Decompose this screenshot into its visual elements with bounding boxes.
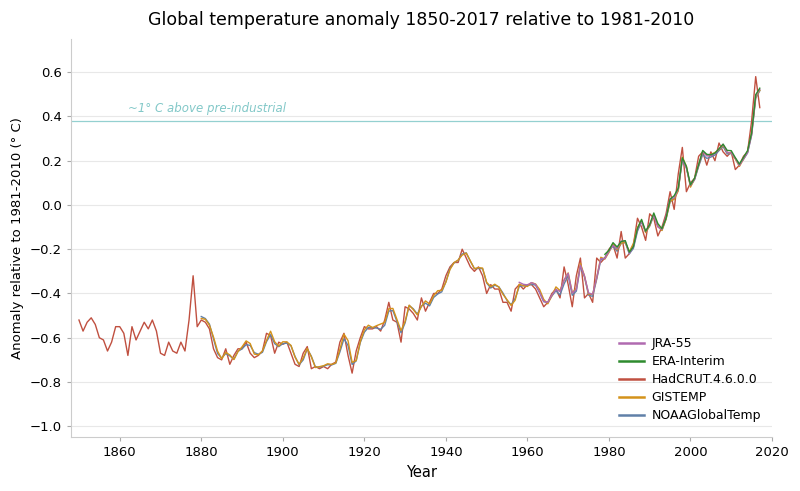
GISTEMP xyxy=(600,256,610,262)
ERA-Interim xyxy=(718,141,728,147)
Line: ERA-Interim: ERA-Interim xyxy=(605,88,760,254)
ERA-Interim xyxy=(722,147,732,153)
ERA-Interim xyxy=(649,210,658,216)
ERA-Interim xyxy=(698,147,707,153)
ERA-Interim xyxy=(625,249,634,255)
NOAAGlobalTemp xyxy=(747,132,757,138)
NOAAGlobalTemp xyxy=(674,187,683,192)
ERA-Interim xyxy=(657,226,666,232)
ERA-Interim xyxy=(641,228,650,234)
GISTEMP xyxy=(197,316,206,322)
JRA-55 xyxy=(596,256,606,262)
NOAAGlobalTemp xyxy=(197,314,206,320)
ERA-Interim xyxy=(682,164,691,169)
ERA-Interim xyxy=(600,251,610,257)
NOAAGlobalTemp xyxy=(421,300,430,306)
Line: JRA-55: JRA-55 xyxy=(519,89,760,302)
Title: Global temperature anomaly 1850-2017 relative to 1981-2010: Global temperature anomaly 1850-2017 rel… xyxy=(148,11,694,29)
ERA-Interim xyxy=(608,240,618,246)
GISTEMP xyxy=(310,365,320,371)
ERA-Interim xyxy=(621,238,630,244)
Y-axis label: Anomaly relative to 1981-2010 (° C): Anomaly relative to 1981-2010 (° C) xyxy=(11,117,24,359)
ERA-Interim xyxy=(710,150,720,156)
HadCRUT.4.6.0.0 xyxy=(621,255,630,261)
ERA-Interim xyxy=(702,151,711,157)
HadCRUT.4.6.0.0 xyxy=(74,317,84,323)
JRA-55 xyxy=(543,300,553,305)
ERA-Interim xyxy=(690,175,699,181)
JRA-55 xyxy=(755,86,765,92)
JRA-55 xyxy=(580,273,590,279)
GISTEMP xyxy=(421,298,430,304)
ERA-Interim xyxy=(674,185,683,191)
ERA-Interim xyxy=(666,196,675,202)
ERA-Interim xyxy=(742,148,752,154)
HadCRUT.4.6.0.0 xyxy=(466,264,475,270)
GISTEMP xyxy=(747,131,757,136)
Line: NOAAGlobalTemp: NOAAGlobalTemp xyxy=(202,91,760,367)
NOAAGlobalTemp xyxy=(518,283,528,289)
JRA-55 xyxy=(600,256,610,262)
HadCRUT.4.6.0.0 xyxy=(306,366,316,372)
ERA-Interim xyxy=(637,217,646,222)
ERA-Interim xyxy=(604,247,614,253)
ERA-Interim xyxy=(726,148,736,154)
ERA-Interim xyxy=(645,221,654,227)
GISTEMP xyxy=(518,283,528,289)
ERA-Interim xyxy=(755,85,765,91)
JRA-55 xyxy=(514,279,524,285)
HadCRUT.4.6.0.0 xyxy=(270,350,279,356)
ERA-Interim xyxy=(747,130,757,136)
NOAAGlobalTemp xyxy=(314,364,324,370)
GISTEMP xyxy=(755,87,765,93)
Text: ~1° C above pre-industrial: ~1° C above pre-industrial xyxy=(128,102,286,115)
ERA-Interim xyxy=(670,193,679,199)
ERA-Interim xyxy=(629,244,638,249)
ERA-Interim xyxy=(678,155,687,161)
ERA-Interim xyxy=(734,161,744,167)
ERA-Interim xyxy=(706,152,716,158)
ERA-Interim xyxy=(738,155,748,161)
ERA-Interim xyxy=(616,239,626,245)
ERA-Interim xyxy=(730,155,740,161)
ERA-Interim xyxy=(662,216,671,221)
Legend: JRA-55, ERA-Interim, HadCRUT.4.6.0.0, GISTEMP, NOAAGlobalTemp: JRA-55, ERA-Interim, HadCRUT.4.6.0.0, GI… xyxy=(614,332,766,427)
GISTEMP xyxy=(404,302,414,308)
NOAAGlobalTemp xyxy=(404,302,414,308)
NOAAGlobalTemp xyxy=(600,255,610,261)
JRA-55 xyxy=(559,277,569,283)
HadCRUT.4.6.0.0 xyxy=(755,105,765,110)
HadCRUT.4.6.0.0 xyxy=(347,370,357,376)
ERA-Interim xyxy=(612,244,622,250)
GISTEMP xyxy=(674,188,683,194)
ERA-Interim xyxy=(633,225,642,231)
ERA-Interim xyxy=(751,92,761,98)
HadCRUT.4.6.0.0 xyxy=(478,273,487,279)
ERA-Interim xyxy=(714,146,724,152)
NOAAGlobalTemp xyxy=(755,88,765,94)
ERA-Interim xyxy=(653,220,662,226)
ERA-Interim xyxy=(686,182,695,188)
HadCRUT.4.6.0.0 xyxy=(197,317,206,323)
JRA-55 xyxy=(670,195,679,201)
ERA-Interim xyxy=(694,162,703,167)
Line: HadCRUT.4.6.0.0: HadCRUT.4.6.0.0 xyxy=(79,77,760,373)
HadCRUT.4.6.0.0 xyxy=(751,74,761,80)
X-axis label: Year: Year xyxy=(406,465,437,480)
Line: GISTEMP: GISTEMP xyxy=(202,90,760,368)
JRA-55 xyxy=(588,291,598,297)
